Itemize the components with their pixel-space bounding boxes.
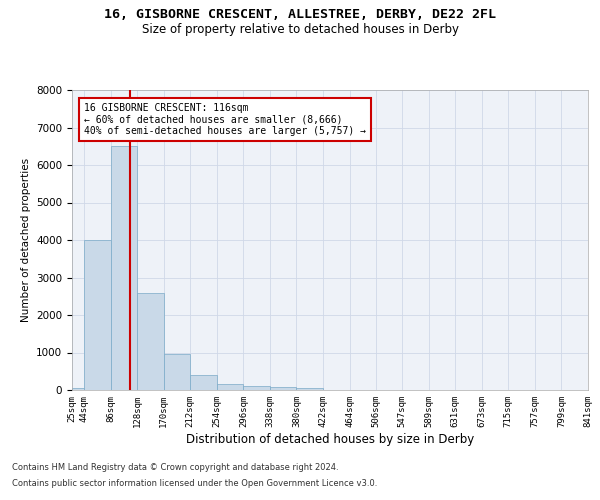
Bar — [244, 386, 270, 390]
Text: Distribution of detached houses by size in Derby: Distribution of detached houses by size … — [186, 432, 474, 446]
Bar — [190, 375, 217, 390]
Bar — [217, 384, 244, 390]
Bar — [137, 292, 164, 390]
Text: Contains HM Land Registry data © Crown copyright and database right 2024.: Contains HM Land Registry data © Crown c… — [12, 464, 338, 472]
Text: Contains public sector information licensed under the Open Government Licence v3: Contains public sector information licen… — [12, 478, 377, 488]
Bar — [72, 388, 84, 390]
Text: 16, GISBORNE CRESCENT, ALLESTREE, DERBY, DE22 2FL: 16, GISBORNE CRESCENT, ALLESTREE, DERBY,… — [104, 8, 496, 20]
Bar — [110, 146, 137, 390]
Bar — [84, 240, 110, 390]
Text: Size of property relative to detached houses in Derby: Size of property relative to detached ho… — [142, 22, 458, 36]
Text: 16 GISBORNE CRESCENT: 116sqm
← 60% of detached houses are smaller (8,666)
40% of: 16 GISBORNE CRESCENT: 116sqm ← 60% of de… — [84, 103, 366, 136]
Bar — [270, 387, 296, 390]
Bar — [296, 388, 323, 390]
Y-axis label: Number of detached properties: Number of detached properties — [20, 158, 31, 322]
Bar — [164, 354, 190, 390]
